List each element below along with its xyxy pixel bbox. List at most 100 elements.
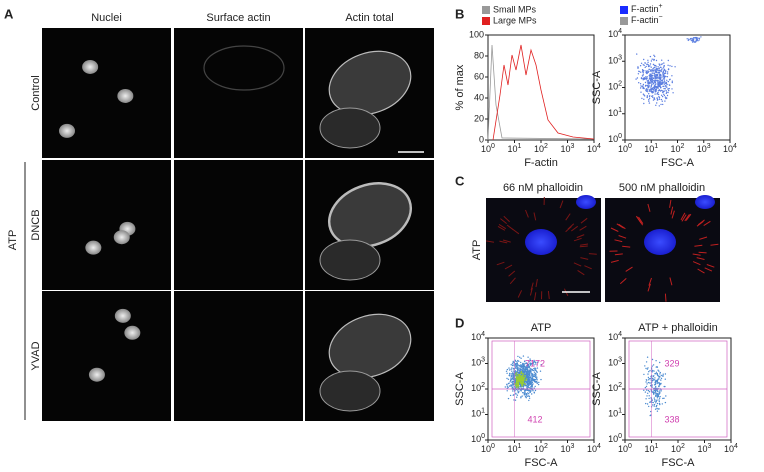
event-dot <box>652 82 654 84</box>
tick-base: 10 <box>471 383 481 393</box>
event-dot <box>526 385 528 388</box>
event-dot <box>668 84 670 86</box>
x-tick-label: 104 <box>724 443 738 454</box>
event-dot <box>533 367 535 370</box>
event-dot <box>520 372 522 374</box>
tick-exponent: 2 <box>681 443 685 450</box>
actin-filament <box>584 265 592 270</box>
gate-count: 412 <box>527 414 542 424</box>
event-dot <box>662 82 664 84</box>
event-dot <box>516 379 518 381</box>
event-dot <box>647 64 650 66</box>
actin-filament <box>496 261 505 266</box>
event-dot <box>518 380 521 382</box>
event-dot <box>522 382 525 384</box>
event-dot <box>648 100 650 102</box>
actin-filament <box>580 257 589 260</box>
event-dot <box>653 89 655 91</box>
event-dot <box>525 389 527 391</box>
event-dot <box>533 378 535 381</box>
event-dot <box>642 64 644 66</box>
event-dot <box>528 379 531 381</box>
event-dot <box>663 93 665 96</box>
event-dot <box>658 385 660 387</box>
event-dot <box>512 394 514 396</box>
event-dot <box>657 87 659 89</box>
event-dot <box>524 362 526 365</box>
actin-signal <box>203 45 285 91</box>
event-dot <box>645 361 648 363</box>
event-dot <box>534 369 536 371</box>
event-dot <box>517 367 519 369</box>
event-dot <box>655 104 657 107</box>
event-dot <box>647 86 650 88</box>
tick-exponent: 1 <box>518 443 522 450</box>
gate-count: 7172 <box>525 358 545 368</box>
event-dot <box>640 62 643 64</box>
event-dot <box>661 81 664 83</box>
event-dot <box>659 361 661 364</box>
event-dot <box>517 383 520 386</box>
event-dot <box>661 403 663 405</box>
actin-filament <box>692 253 701 256</box>
actin-filament <box>500 218 508 224</box>
y-tick-label: 103 <box>608 357 622 368</box>
tick-exponent: 0 <box>628 443 632 450</box>
event-dot <box>510 368 512 370</box>
event-dot <box>512 364 514 366</box>
event-dot <box>509 373 511 375</box>
event-dot <box>654 55 656 58</box>
actin-filament <box>559 200 564 209</box>
event-dot <box>663 87 665 90</box>
x-tick-label: 102 <box>671 143 685 154</box>
tick-exponent: 2 <box>544 143 548 150</box>
event-dot <box>643 389 645 391</box>
event-dot <box>511 385 513 387</box>
event-dot <box>511 380 513 383</box>
event-dot <box>656 404 658 407</box>
tick-exponent: 0 <box>491 443 495 450</box>
event-dot <box>530 370 532 372</box>
legend-label: F-actin− <box>631 14 663 25</box>
event-dot <box>655 390 657 392</box>
event-dot <box>662 74 664 76</box>
event-dot <box>654 64 656 67</box>
tick-base: 10 <box>508 444 518 454</box>
event-dot <box>662 85 664 88</box>
actin-filament <box>567 223 575 230</box>
event-dot <box>641 69 644 71</box>
tick-exponent: 4 <box>734 443 738 450</box>
event-dot <box>521 383 524 385</box>
event-dot <box>664 401 667 404</box>
nucleus <box>644 229 676 255</box>
event-dot <box>532 375 535 377</box>
event-dot <box>527 371 529 373</box>
event-dot <box>664 72 667 75</box>
event-dot <box>655 88 658 90</box>
event-dot <box>657 369 659 371</box>
event-dot <box>515 392 517 394</box>
x-tick-label: 100 <box>481 443 495 454</box>
event-dot <box>655 64 657 67</box>
x-tick-label: 104 <box>587 143 601 154</box>
y-tick-label: 104 <box>608 28 622 39</box>
event-dot <box>660 377 663 380</box>
actin-filament <box>571 225 578 232</box>
actin-filament <box>697 219 705 226</box>
event-dot <box>527 392 529 394</box>
event-dot <box>536 379 538 381</box>
event-dot <box>509 369 511 371</box>
event-dot <box>504 386 506 388</box>
event-dot <box>647 392 649 394</box>
y-tick-label: 0 <box>479 134 484 144</box>
legend-sup: − <box>659 14 663 21</box>
actin-filament <box>530 282 534 291</box>
event-dot <box>661 79 663 82</box>
event-dot <box>532 380 535 382</box>
event-dot <box>646 368 649 370</box>
event-dot <box>667 80 669 83</box>
event-dot <box>516 396 518 398</box>
event-dot <box>647 65 650 68</box>
event-dot <box>660 390 662 392</box>
event-dot <box>656 85 658 88</box>
